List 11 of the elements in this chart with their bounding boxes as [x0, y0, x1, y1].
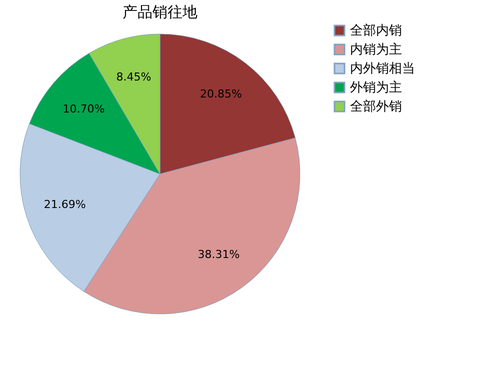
legend-label: 全部内销 [350, 24, 402, 38]
data-label: 10.70% [62, 102, 105, 116]
chart-title: 产品销往地 [122, 3, 198, 21]
data-label: 8.45% [116, 70, 152, 84]
data-label: 20.85% [200, 88, 242, 101]
legend-label: 全部外销 [350, 100, 402, 114]
legend-label: 内销为主 [350, 42, 402, 58]
legend-label: 外销为主 [350, 80, 402, 96]
data-label: 38.31% [198, 248, 240, 261]
legend-label: 内外销相当 [350, 62, 415, 76]
data-label: 21.69% [44, 198, 86, 211]
